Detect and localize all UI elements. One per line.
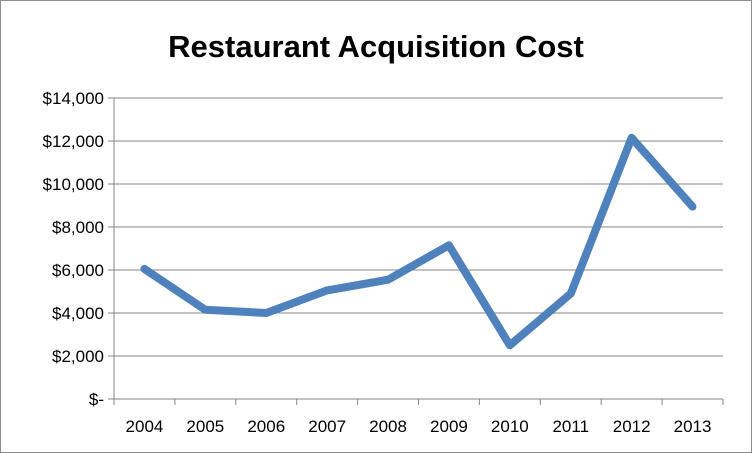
- y-tick-label: $2,000: [52, 347, 104, 366]
- y-tick-label: $8,000: [52, 218, 104, 237]
- y-tick-label: $-: [89, 390, 104, 409]
- x-tick-label: 2008: [369, 417, 407, 436]
- chart-title: Restaurant Acquisition Cost: [168, 29, 584, 64]
- x-tick-labels: 2004 2005 2006 2007 2008 2009 2010 2011 2012 2013: [126, 417, 712, 436]
- x-tick-label: 2007: [308, 417, 346, 436]
- x-tick-label: 2012: [613, 417, 651, 436]
- x-tick-label: 2006: [247, 417, 285, 436]
- x-tick-label: 2009: [430, 417, 468, 436]
- y-tick-label: $12,000: [43, 132, 104, 151]
- x-tick-label: 2005: [186, 417, 224, 436]
- x-tick-label: 2011: [552, 417, 589, 436]
- axes: [108, 97, 724, 405]
- x-tick-label: 2004: [126, 417, 164, 436]
- y-tick-label: $4,000: [52, 304, 104, 323]
- x-tick-label: 2013: [674, 417, 712, 436]
- y-tick-label: $10,000: [43, 175, 104, 194]
- y-tick-labels: $- $2,000 $4,000 $6,000 $8,000 $10,000 $12,000…: [43, 89, 104, 409]
- y-tick-label: $14,000: [43, 89, 104, 108]
- series-layer: [140, 133, 697, 350]
- y-tick-label: $6,000: [52, 261, 104, 280]
- x-tick-label: 2010: [491, 417, 529, 436]
- series-line: [140, 133, 697, 350]
